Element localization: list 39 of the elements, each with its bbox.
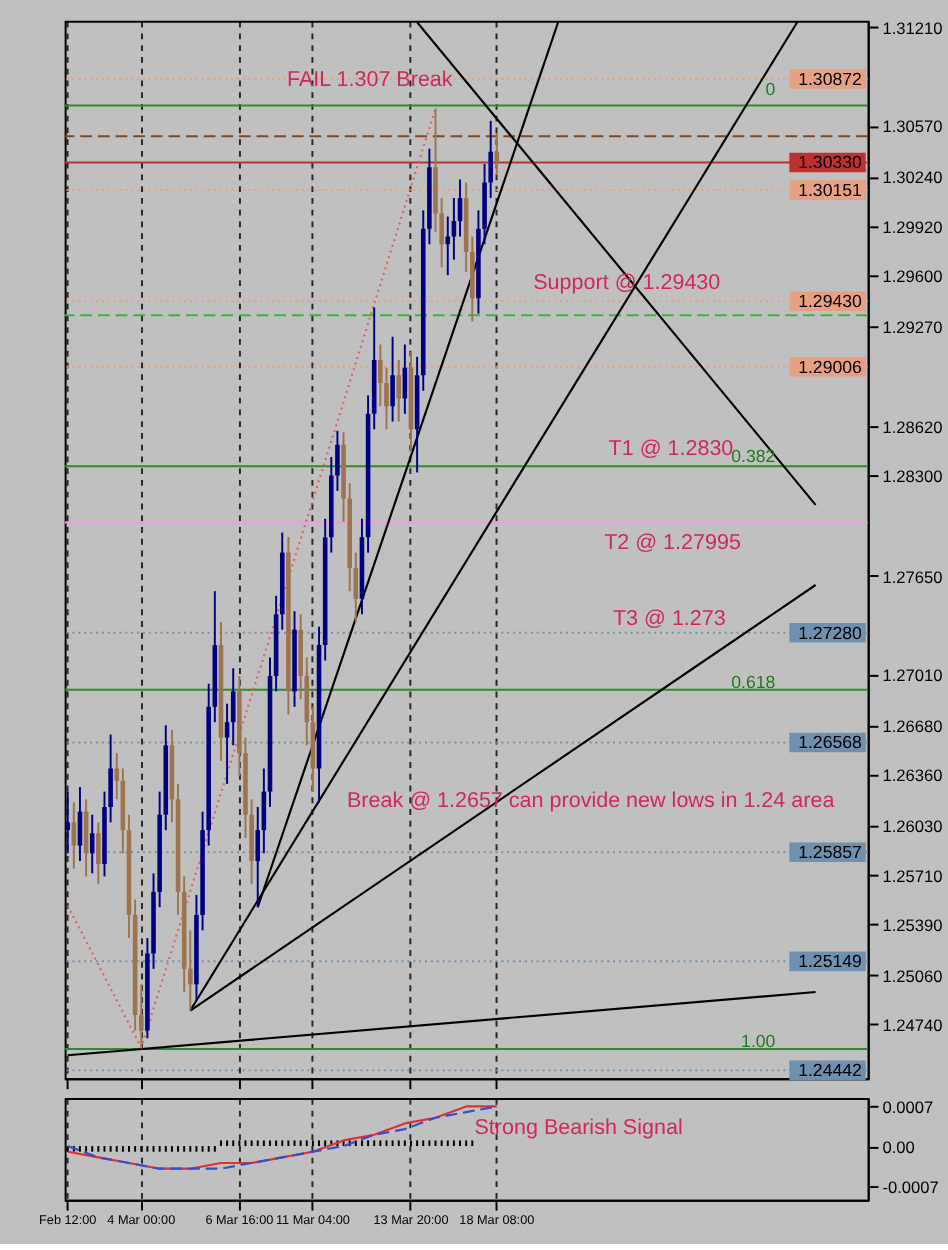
ref-line-label: 1.29006	[798, 356, 863, 377]
annotation: Strong Bearish Signal	[474, 1116, 683, 1141]
annotation: T3 @ 1.273	[612, 607, 726, 632]
annotation: 0.618	[731, 671, 776, 692]
y-tick-label: 1.29600	[882, 265, 944, 286]
y-tick-label: 1.26360	[882, 765, 944, 786]
y-tick-label: 1.30570	[882, 116, 944, 137]
y-tick-label: -0.0007	[882, 1176, 940, 1197]
ref-line-label: 1.30872	[798, 68, 863, 89]
y-tick-label: 1.25060	[882, 965, 944, 986]
y-tick-label: 1.30240	[882, 167, 944, 188]
ref-line-label: 1.30151	[798, 180, 863, 201]
annotation: 0.382	[731, 446, 776, 467]
ref-line-label: 1.29430	[798, 291, 863, 312]
annotation: 1.00	[741, 1031, 776, 1052]
ref-line-label: 1.26568	[798, 732, 863, 753]
ref-line-label: 1.25149	[798, 951, 863, 972]
y-tick-label: 1.29270	[882, 316, 944, 337]
annotation: FAIL 1.307 Break	[287, 67, 454, 92]
annotation: T2 @ 1.27995	[604, 531, 741, 556]
ref-line-label: 1.30330	[798, 152, 863, 173]
y-tick-label: 1.26680	[882, 716, 944, 737]
ref-line-label: 1.24442	[798, 1060, 863, 1081]
annotation: 0	[765, 79, 776, 100]
annotation: T1 @ 1.2830	[608, 436, 734, 461]
y-tick-label: 0.00	[882, 1136, 916, 1157]
y-tick-label: 1.27650	[882, 566, 944, 587]
y-tick-label: 1.28300	[882, 466, 944, 487]
y-tick-label: 1.26030	[882, 816, 944, 837]
y-tick-label: 1.27010	[882, 665, 944, 686]
y-tick-label: 1.25390	[882, 915, 944, 936]
ref-line-label: 1.27280	[798, 622, 863, 643]
y-tick-label: 1.29920	[882, 216, 944, 237]
y-tick-label: 1.24740	[882, 1015, 944, 1036]
ref-line-label: 1.25857	[798, 842, 863, 863]
y-tick-label: 0.0007	[882, 1097, 934, 1118]
y-tick-label: 1.31210	[882, 17, 944, 38]
y-tick-label: 1.25710	[882, 865, 944, 886]
y-tick-label: 1.28620	[882, 417, 944, 438]
